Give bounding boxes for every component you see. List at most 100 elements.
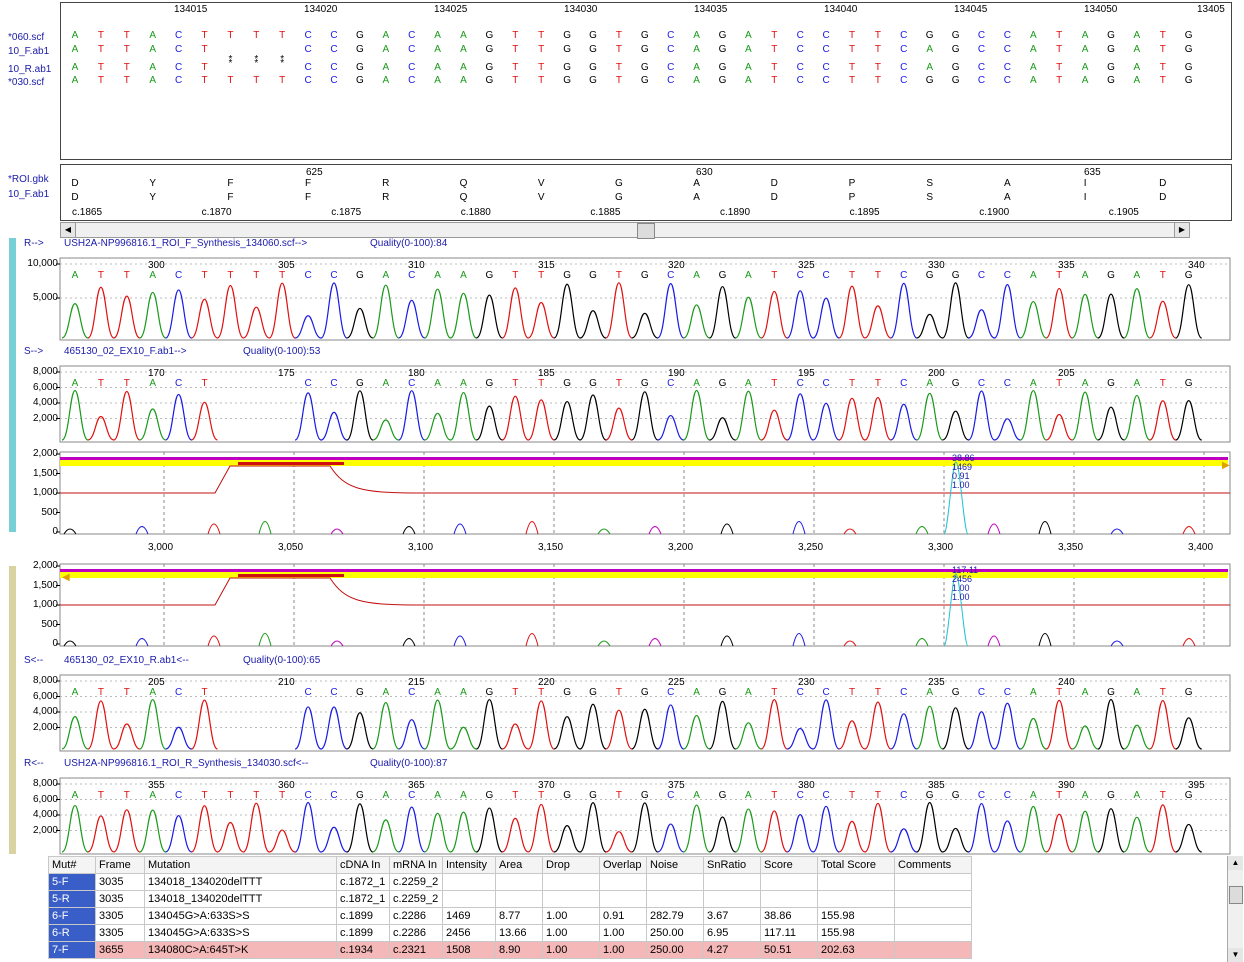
table-cell[interactable]: 3035 xyxy=(95,873,145,891)
table-cell[interactable]: 6.95 xyxy=(703,924,761,942)
table-cell[interactable]: 202.63 xyxy=(817,941,895,959)
column-header[interactable]: Score xyxy=(760,856,818,874)
scroll-up-icon[interactable]: ▲ xyxy=(1228,856,1243,870)
table-cell[interactable]: 3035 xyxy=(95,890,145,908)
scroll-down-icon[interactable]: ▼ xyxy=(1228,948,1243,962)
table-cell[interactable]: 155.98 xyxy=(817,907,895,925)
scroll-thumb[interactable] xyxy=(1229,886,1243,904)
table-cell[interactable]: 250.00 xyxy=(646,941,704,959)
table-cell[interactable] xyxy=(542,873,600,891)
table-cell[interactable] xyxy=(646,873,704,891)
table-cell[interactable]: 3305 xyxy=(95,907,145,925)
column-header[interactable]: Drop xyxy=(542,856,600,874)
table-cell[interactable]: c.2321 xyxy=(389,941,443,959)
table-cell[interactable]: 3.67 xyxy=(703,907,761,925)
table-cell[interactable] xyxy=(894,873,972,891)
table-cell[interactable]: 50.51 xyxy=(760,941,818,959)
table-row[interactable]: 5-R 3035 134018_134020delTTT c.1872_1 c.2259… xyxy=(48,890,972,908)
table-cell[interactable]: c.1872_1 xyxy=(336,890,390,908)
table-cell[interactable] xyxy=(442,873,496,891)
table-cell[interactable]: 134018_134020delTTT xyxy=(144,873,337,891)
table-cell[interactable]: 3305 xyxy=(95,924,145,942)
horizontal-scrollbar[interactable]: ◀ ▶ xyxy=(60,222,1190,239)
table-cell[interactable]: c.2286 xyxy=(389,907,443,925)
table-cell[interactable] xyxy=(817,890,895,908)
scroll-right-icon[interactable]: ▶ xyxy=(1174,223,1189,237)
column-header[interactable]: Comments xyxy=(894,856,972,874)
column-header[interactable]: Intensity xyxy=(442,856,496,874)
mutation-table[interactable]: Mut# Frame Mutation cDNA In mRNA In Intensity… xyxy=(48,856,972,959)
table-cell[interactable]: 1.00 xyxy=(542,941,600,959)
table-cell[interactable]: 13.66 xyxy=(495,924,543,942)
table-cell[interactable]: c.2259_2 xyxy=(389,873,443,891)
table-cell[interactable] xyxy=(760,873,818,891)
table-cell[interactable]: c.2259_2 xyxy=(389,890,443,908)
table-cell[interactable]: 1.00 xyxy=(599,924,647,942)
table-row[interactable]: 7-F 3655 134080C>A:645T>K c.1934 c.2321 1508 8… xyxy=(48,941,972,959)
sample-name[interactable]: *060.scf xyxy=(8,32,45,43)
row-id[interactable]: 6-F xyxy=(48,907,96,925)
table-cell[interactable]: 250.00 xyxy=(646,924,704,942)
table-cell[interactable]: 134018_134020delTTT xyxy=(144,890,337,908)
table-cell[interactable] xyxy=(760,890,818,908)
table-cell[interactable]: 4.27 xyxy=(703,941,761,959)
table-cell[interactable] xyxy=(894,907,972,925)
table-row[interactable]: 6-F 3305 134045G>A:633S>S c.1899 c.2286 1469 8… xyxy=(48,907,972,925)
column-header[interactable]: mRNA In xyxy=(389,856,443,874)
table-cell[interactable] xyxy=(703,873,761,891)
table-cell[interactable]: 8.77 xyxy=(495,907,543,925)
sample-name[interactable]: *ROI.gbk xyxy=(8,174,49,185)
scroll-left-icon[interactable]: ◀ xyxy=(61,223,76,237)
table-cell[interactable]: 2456 xyxy=(442,924,496,942)
table-cell[interactable] xyxy=(495,890,543,908)
table-cell[interactable] xyxy=(646,890,704,908)
column-header[interactable]: Total Score xyxy=(817,856,895,874)
table-cell[interactable] xyxy=(817,873,895,891)
table-cell[interactable]: 1508 xyxy=(442,941,496,959)
table-row[interactable]: 6-R 3305 134045G>A:633S>S c.1899 c.2286 2456 1… xyxy=(48,924,972,942)
table-cell[interactable]: 3655 xyxy=(95,941,145,959)
table-cell[interactable]: c.1872_1 xyxy=(336,873,390,891)
table-cell[interactable]: 8.90 xyxy=(495,941,543,959)
table-cell[interactable]: 282.79 xyxy=(646,907,704,925)
table-cell[interactable]: 155.98 xyxy=(817,924,895,942)
column-header[interactable]: cDNA In xyxy=(336,856,390,874)
table-cell[interactable] xyxy=(894,924,972,942)
track-file-name[interactable]: USH2A-NP996816.1_ROI_F_Synthesis_134060.… xyxy=(64,238,308,249)
table-cell[interactable]: 134080C>A:645T>K xyxy=(144,941,337,959)
column-header[interactable]: Frame xyxy=(95,856,145,874)
row-id[interactable]: 7-F xyxy=(48,941,96,959)
table-cell[interactable]: c.1899 xyxy=(336,924,390,942)
track-file-name[interactable]: USH2A-NP996816.1_ROI_R_Synthesis_134030.… xyxy=(64,758,309,769)
sample-name[interactable]: 10_F.ab1 xyxy=(8,189,50,200)
table-cell[interactable] xyxy=(894,941,972,959)
table-vertical-scrollbar[interactable]: ▲ ▼ xyxy=(1227,856,1243,962)
table-cell[interactable]: 0.91 xyxy=(599,907,647,925)
track-file-name[interactable]: 465130_02_EX10_R.ab1<-- xyxy=(64,655,189,666)
table-cell[interactable] xyxy=(599,873,647,891)
column-header[interactable]: Overlap xyxy=(599,856,647,874)
column-header[interactable]: Area xyxy=(495,856,543,874)
table-cell[interactable]: 134045G>A:633S>S xyxy=(144,924,337,942)
column-header[interactable]: Mut# xyxy=(48,856,96,874)
row-id[interactable]: 5-F xyxy=(48,873,96,891)
table-cell[interactable] xyxy=(894,890,972,908)
table-cell[interactable]: 1.00 xyxy=(542,907,600,925)
sample-name[interactable]: *030.scf xyxy=(8,77,45,88)
table-cell[interactable] xyxy=(442,890,496,908)
table-cell[interactable]: 38.86 xyxy=(760,907,818,925)
table-cell[interactable]: 1.00 xyxy=(599,941,647,959)
track-file-name[interactable]: 465130_02_EX10_F.ab1--> xyxy=(64,346,187,357)
row-id[interactable]: 6-R xyxy=(48,924,96,942)
column-header[interactable]: Noise xyxy=(646,856,704,874)
row-id[interactable]: 5-R xyxy=(48,890,96,908)
table-cell[interactable]: 1469 xyxy=(442,907,496,925)
table-cell[interactable]: 1.00 xyxy=(542,924,600,942)
sample-name[interactable]: 10_R.ab1 xyxy=(8,64,52,75)
table-cell[interactable] xyxy=(703,890,761,908)
table-cell[interactable]: c.2286 xyxy=(389,924,443,942)
sample-name[interactable]: 10_F.ab1 xyxy=(8,46,50,57)
table-cell[interactable] xyxy=(495,873,543,891)
table-cell[interactable]: 134045G>A:633S>S xyxy=(144,907,337,925)
table-cell[interactable]: 117.11 xyxy=(760,924,818,942)
